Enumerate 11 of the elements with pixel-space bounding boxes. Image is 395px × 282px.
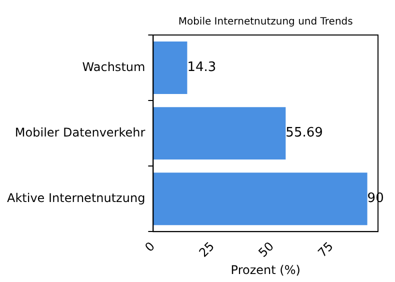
y-tick-label: Mobiler Datenverkehr	[14, 125, 146, 140]
x-tick-label: 0	[142, 239, 158, 254]
x-tick-label: 25	[196, 239, 217, 260]
data-label: 14.3	[187, 60, 216, 76]
x-tick-label: 75	[315, 239, 336, 260]
x-axis-title: Prozent (%)	[230, 262, 300, 277]
y-tick-label: Aktive Internetnutzung	[7, 190, 146, 205]
data-label: 55.69	[286, 126, 323, 141]
y-tick-label: Wachstum	[82, 60, 146, 74]
x-tick-label: 50	[256, 239, 276, 260]
chart-title: Mobile Internetnutzung und Trends	[178, 16, 353, 28]
